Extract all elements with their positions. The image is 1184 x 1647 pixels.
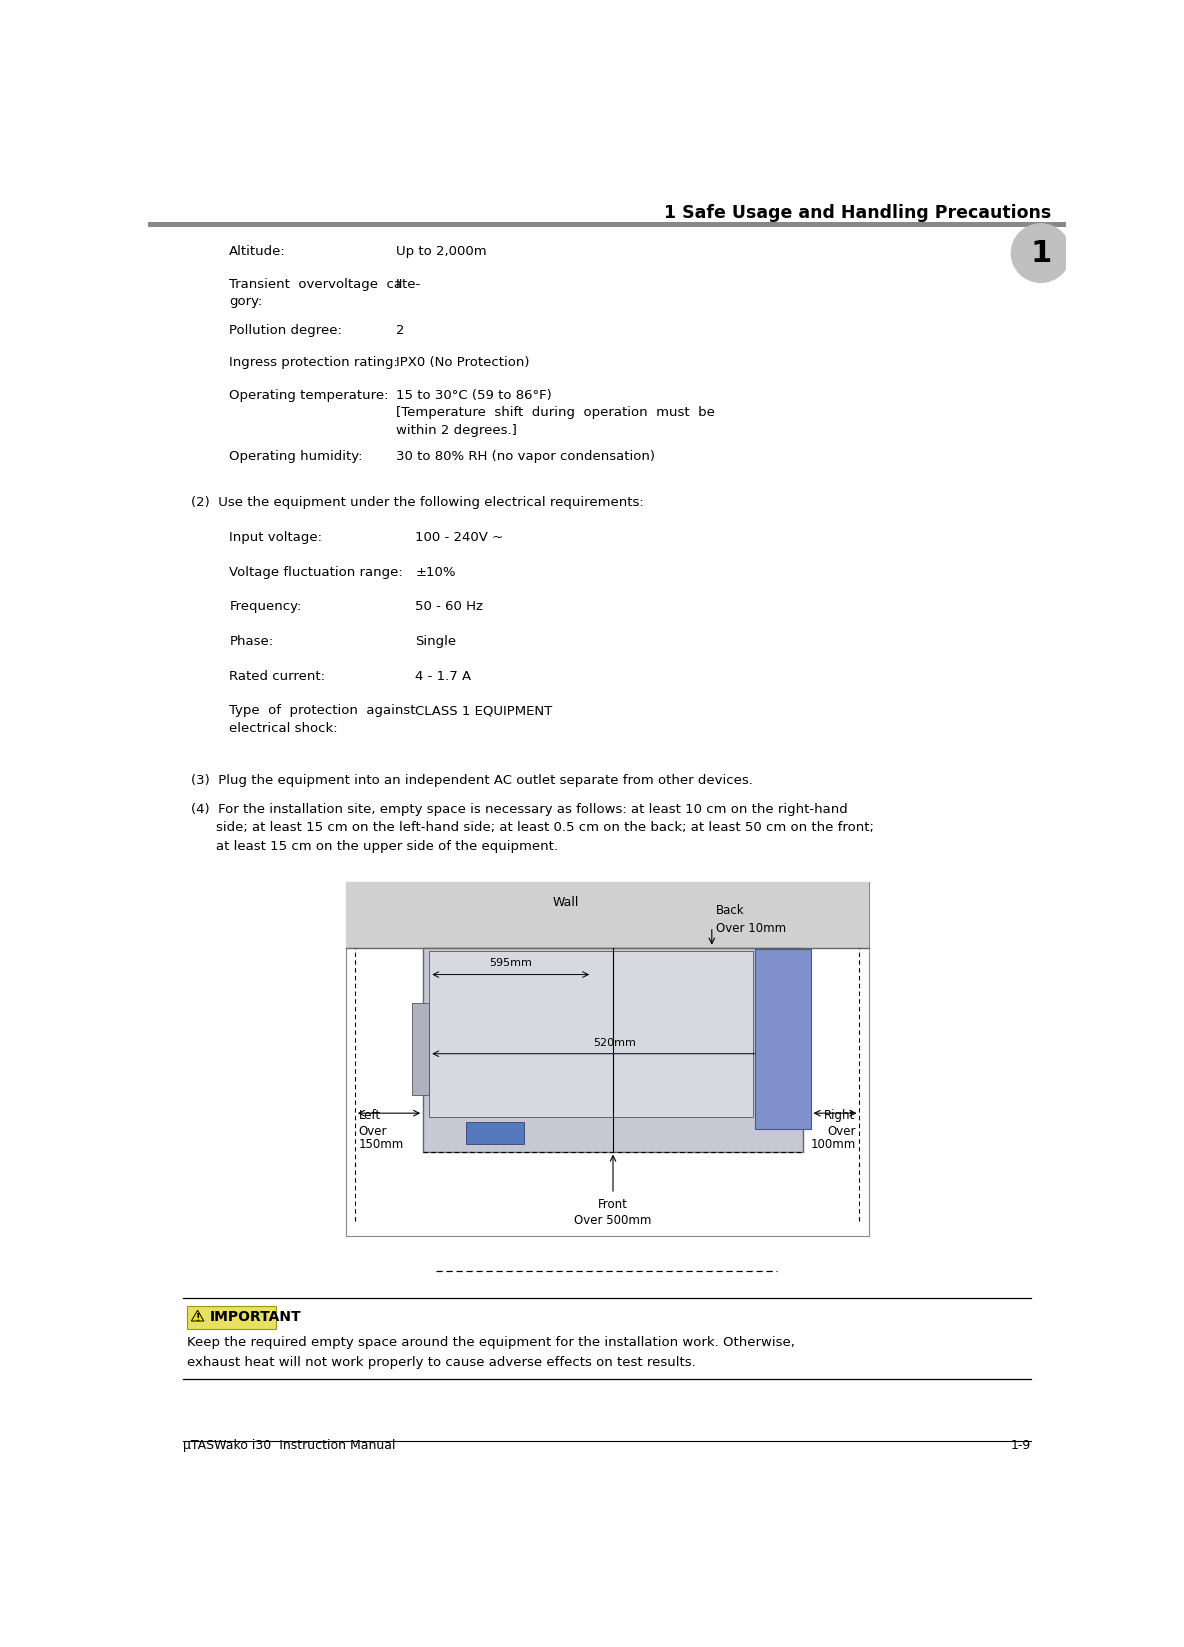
Circle shape: [1011, 224, 1070, 282]
Text: Pollution degree:: Pollution degree:: [230, 324, 342, 338]
Bar: [423, 947, 803, 1151]
Text: Rated current:: Rated current:: [230, 670, 326, 682]
Text: 595mm: 595mm: [489, 959, 532, 968]
Bar: [412, 1003, 430, 1095]
Text: Operating humidity:: Operating humidity:: [230, 450, 362, 463]
Text: Front: Front: [598, 1197, 628, 1211]
Polygon shape: [192, 1311, 204, 1321]
Text: !: !: [195, 1313, 200, 1323]
Bar: [187, 1306, 276, 1329]
Text: 1 Safe Usage and Handling Precautions: 1 Safe Usage and Handling Precautions: [664, 204, 1051, 222]
Text: 100 - 240V ~: 100 - 240V ~: [416, 530, 503, 544]
Text: Back: Back: [715, 904, 745, 917]
Text: 50 - 60 Hz: 50 - 60 Hz: [416, 601, 483, 613]
Text: 2: 2: [395, 324, 405, 338]
Bar: [755, 949, 811, 1128]
Text: Over: Over: [359, 1125, 387, 1138]
Text: Altitude:: Altitude:: [230, 245, 287, 259]
Text: Wall: Wall: [552, 896, 579, 909]
Text: 100mm: 100mm: [810, 1138, 856, 1151]
Text: CLASS 1 EQUIPMENT: CLASS 1 EQUIPMENT: [416, 705, 553, 718]
Text: Voltage fluctuation range:: Voltage fluctuation range:: [230, 565, 403, 578]
Text: μTASWako i30  Instruction Manual: μTASWako i30 Instruction Manual: [182, 1439, 395, 1453]
Text: Over 10mm: Over 10mm: [715, 922, 786, 935]
Text: at least 15 cm on the upper side of the equipment.: at least 15 cm on the upper side of the …: [217, 840, 558, 853]
Text: (2)  Use the equipment under the following electrical requirements:: (2) Use the equipment under the followin…: [191, 496, 643, 509]
Text: side; at least 15 cm on the left-hand side; at least 0.5 cm on the back; at leas: side; at least 15 cm on the left-hand si…: [217, 822, 874, 835]
Text: Operating temperature:: Operating temperature:: [230, 389, 388, 402]
Text: Transient  overvoltage  cate-
gory:: Transient overvoltage cate- gory:: [230, 278, 420, 308]
Text: Over: Over: [828, 1125, 856, 1138]
Text: 520mm: 520mm: [593, 1038, 636, 1047]
Text: ±10%: ±10%: [416, 565, 456, 578]
Bar: [346, 883, 869, 947]
Text: 4 - 1.7 A: 4 - 1.7 A: [416, 670, 471, 682]
Text: IMPORTANT: IMPORTANT: [210, 1311, 302, 1324]
Text: Input voltage:: Input voltage:: [230, 530, 322, 544]
Text: Over 500mm: Over 500mm: [574, 1214, 651, 1227]
Bar: [430, 952, 753, 1117]
Text: Up to 2,000m: Up to 2,000m: [395, 245, 487, 259]
Text: Frequency:: Frequency:: [230, 601, 302, 613]
Text: Left: Left: [359, 1110, 381, 1122]
Text: Phase:: Phase:: [230, 636, 274, 647]
Text: 15 to 30°C (59 to 86°F)
[Temperature  shift  during  operation  must  be
within : 15 to 30°C (59 to 86°F) [Temperature shi…: [395, 389, 715, 436]
Text: IPX0 (No Protection): IPX0 (No Protection): [395, 356, 529, 369]
Bar: [148, 221, 1066, 227]
Text: 150mm: 150mm: [359, 1138, 404, 1151]
Text: (4)  For the installation site, empty space is necessary as follows: at least 10: (4) For the installation site, empty spa…: [191, 802, 848, 815]
Text: Type  of  protection  against
electrical shock:: Type of protection against electrical sh…: [230, 705, 416, 735]
Text: Single: Single: [416, 636, 457, 647]
Bar: [346, 883, 869, 1237]
Text: (3)  Plug the equipment into an independent AC outlet separate from other device: (3) Plug the equipment into an independe…: [191, 774, 753, 787]
Text: Right: Right: [824, 1110, 856, 1122]
Text: 1: 1: [1030, 239, 1051, 267]
Text: II: II: [395, 278, 404, 292]
Bar: [465, 1122, 523, 1145]
Text: exhaust heat will not work properly to cause adverse effects on test results.: exhaust heat will not work properly to c…: [187, 1357, 695, 1370]
Text: Keep the required empty space around the equipment for the installation work. Ot: Keep the required empty space around the…: [187, 1336, 794, 1349]
Text: 30 to 80% RH (no vapor condensation): 30 to 80% RH (no vapor condensation): [395, 450, 655, 463]
Text: Ingress protection rating:: Ingress protection rating:: [230, 356, 398, 369]
Text: 1-9: 1-9: [1010, 1439, 1031, 1453]
